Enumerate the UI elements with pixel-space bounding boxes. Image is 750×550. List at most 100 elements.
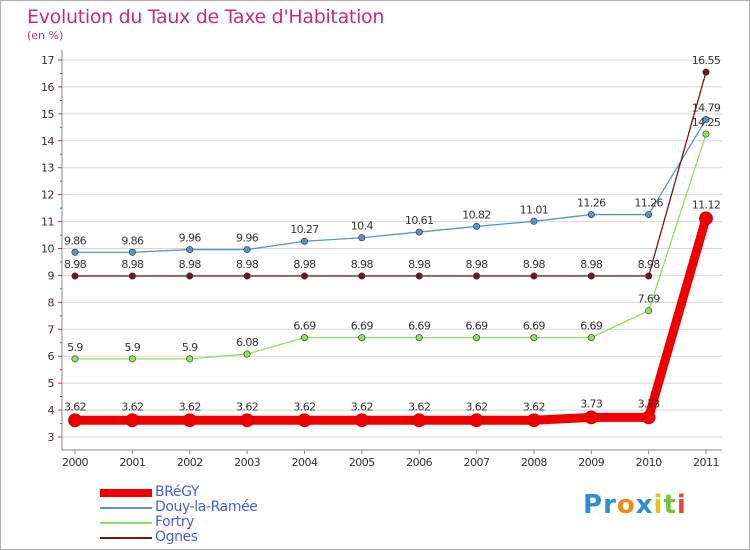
data-label: 8.98: [236, 258, 259, 271]
legend-item: Ognes: [100, 529, 360, 545]
data-point: [645, 272, 653, 280]
data-label: 3.73: [580, 397, 603, 410]
y-tick-label: 15: [41, 108, 54, 121]
data-label: 8.98: [64, 258, 87, 271]
data-point: [415, 334, 423, 342]
data-point: [68, 413, 82, 428]
legend-label: Ognes: [155, 529, 198, 545]
data-point: [699, 211, 713, 226]
data-label: 8.98: [293, 258, 316, 271]
x-tick-label: 2008: [521, 456, 547, 469]
data-point: [300, 334, 308, 342]
data-label: 10.61: [405, 214, 434, 227]
data-label: 3.62: [64, 400, 86, 413]
data-label: 8.98: [465, 258, 488, 271]
legend-item: BRéGY: [100, 484, 360, 500]
data-point: [702, 68, 710, 76]
data-label: 3.62: [236, 400, 258, 413]
data-label: 8.98: [580, 258, 603, 271]
data-label: 10.4: [351, 220, 374, 233]
data-point: [702, 130, 710, 138]
data-point: [473, 334, 481, 342]
y-tick-label: 3: [48, 431, 55, 444]
data-point: [645, 307, 653, 315]
data-point: [358, 334, 366, 342]
data-label: 11.12: [692, 198, 721, 211]
legend-label: Douy-la-Ramée: [155, 499, 258, 515]
data-label: 6.69: [293, 320, 316, 333]
logo-letter: t: [663, 490, 677, 520]
data-point: [128, 248, 136, 256]
data-point: [300, 237, 308, 245]
data-label: 11.26: [577, 197, 606, 210]
data-label: 6.08: [236, 336, 259, 349]
x-tick-label: 2007: [464, 456, 490, 469]
data-label: 11.26: [634, 197, 663, 210]
data-label: 8.98: [408, 258, 431, 271]
data-point: [587, 334, 595, 342]
data-label: 3.62: [121, 400, 143, 413]
data-label: 6.69: [351, 320, 374, 333]
data-point: [71, 248, 79, 256]
data-label: 10.82: [462, 208, 491, 221]
data-label: 14.79: [692, 102, 721, 115]
data-label: 9.86: [121, 234, 144, 247]
data-point: [473, 272, 481, 280]
data-point: [415, 228, 423, 236]
data-label: 3.62: [465, 400, 487, 413]
x-tick-label: 2002: [177, 456, 203, 469]
data-label: 8.98: [351, 258, 374, 271]
proxiti-logo: Proxiti: [583, 490, 687, 520]
data-label: 8.98: [638, 258, 661, 271]
legend-swatch: [100, 507, 152, 509]
series-line-douy-la-ram-e: [74, 118, 707, 253]
data-point: [469, 413, 484, 428]
data-point: [584, 410, 599, 425]
data-label: 11.01: [520, 203, 549, 216]
data-point: [530, 334, 538, 342]
data-point: [530, 272, 538, 280]
logo-letter: r: [603, 490, 617, 520]
data-point: [473, 222, 481, 230]
y-tick-label: 10: [41, 243, 54, 256]
legend-item: Douy-la-Ramée: [100, 499, 360, 515]
data-point: [354, 413, 369, 428]
y-tick-label: 17: [41, 54, 54, 67]
data-point: [358, 234, 366, 242]
y-tick-label: 16: [41, 81, 54, 94]
data-label: 6.69: [465, 320, 488, 333]
x-tick-label: 2000: [62, 456, 88, 469]
logo-letter: i: [653, 490, 664, 520]
data-point: [128, 272, 136, 280]
data-label: 9.96: [179, 232, 202, 245]
y-tick-label: 7: [48, 323, 55, 336]
legend-item: Fortry: [100, 514, 360, 530]
data-label: 9.86: [64, 234, 87, 247]
logo-letter: o: [616, 490, 636, 520]
legend-label: BRéGY: [155, 484, 200, 500]
data-label: 3.73: [638, 397, 661, 410]
data-label: 7.69: [638, 293, 661, 306]
data-point: [186, 246, 194, 254]
x-tick-label: 2009: [578, 456, 604, 469]
y-tick-label: 5: [48, 377, 55, 390]
data-label: 9.96: [236, 232, 259, 245]
y-tick-label: 11: [41, 216, 54, 229]
data-point: [645, 211, 653, 219]
x-tick-label: 2011: [693, 456, 719, 469]
y-tick-label: 4: [48, 404, 55, 417]
data-point: [243, 246, 251, 254]
data-point: [243, 272, 251, 280]
data-label: 5.9: [182, 341, 198, 354]
y-tick-label: 8: [48, 296, 55, 309]
data-point: [527, 413, 541, 428]
x-tick-label: 2004: [291, 456, 317, 469]
data-label: 6.69: [523, 320, 546, 333]
y-tick-label: 12: [41, 189, 54, 202]
data-label: 8.98: [523, 258, 546, 271]
chart-unit: (en %): [27, 29, 64, 42]
data-label: 3.62: [179, 400, 201, 413]
y-tick-label: 13: [41, 162, 54, 175]
chart-title: Evolution du Taux de Taxe d'Habitation: [27, 6, 385, 28]
